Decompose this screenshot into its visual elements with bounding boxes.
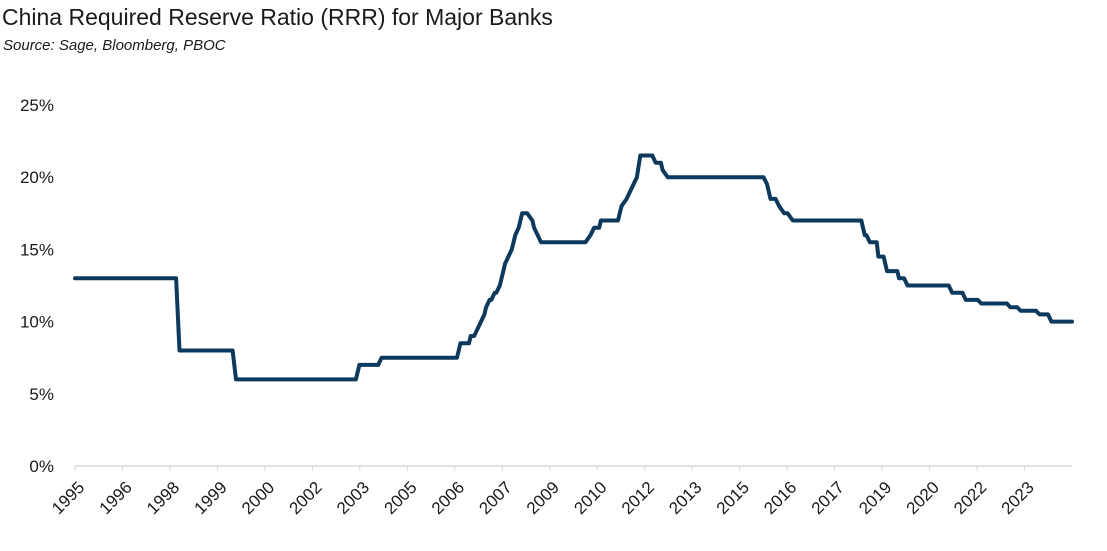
x-tick-label: 2003	[333, 478, 373, 518]
y-axis-tick-labels: 0% 5% 10% 15% 20% 25%	[20, 96, 54, 476]
x-tick-label: 2020	[903, 478, 943, 518]
x-tick-label: 2010	[570, 478, 610, 518]
x-tick-label: 2022	[950, 478, 990, 518]
x-tick-label: 2013	[665, 478, 705, 518]
x-tick-label: 2023	[998, 478, 1038, 518]
y-tick-label: 20%	[20, 168, 54, 187]
series-line-rrr	[73, 153, 1074, 382]
x-tick-label: 2012	[618, 478, 658, 518]
x-axis-tick-labels: 1995 1996 1998 1999 2000 2002 2003 2005 2006 2007…	[48, 478, 1038, 518]
x-tick-label: 1999	[191, 478, 231, 518]
x-tick-label: 2017	[808, 478, 848, 518]
x-tick-label: 2005	[380, 478, 420, 518]
y-tick-label: 0%	[29, 457, 54, 476]
y-tick-label: 25%	[20, 96, 54, 115]
y-tick-label: 15%	[20, 240, 54, 259]
x-tick-label: 2007	[475, 478, 515, 518]
chart-subtitle: Source: Sage, Bloomberg, PBOC	[3, 37, 226, 54]
x-tick-label: 2016	[760, 478, 800, 518]
x-axis-ticks	[74, 466, 1026, 471]
x-tick-label: 1996	[96, 478, 136, 518]
x-tick-label: 1998	[143, 478, 183, 518]
y-tick-label: 5%	[29, 385, 54, 404]
x-tick-label: 2019	[855, 478, 895, 518]
x-tick-label: 2009	[523, 478, 563, 518]
y-tick-label: 10%	[20, 313, 54, 332]
x-tick-label: 2015	[713, 478, 753, 518]
x-tick-label: 2000	[238, 478, 278, 518]
x-tick-label: 1995	[48, 478, 88, 518]
x-tick-label: 2002	[286, 478, 326, 518]
x-tick-label: 2006	[428, 478, 468, 518]
chart-title: China Required Reserve Ratio (RRR) for M…	[2, 4, 553, 30]
